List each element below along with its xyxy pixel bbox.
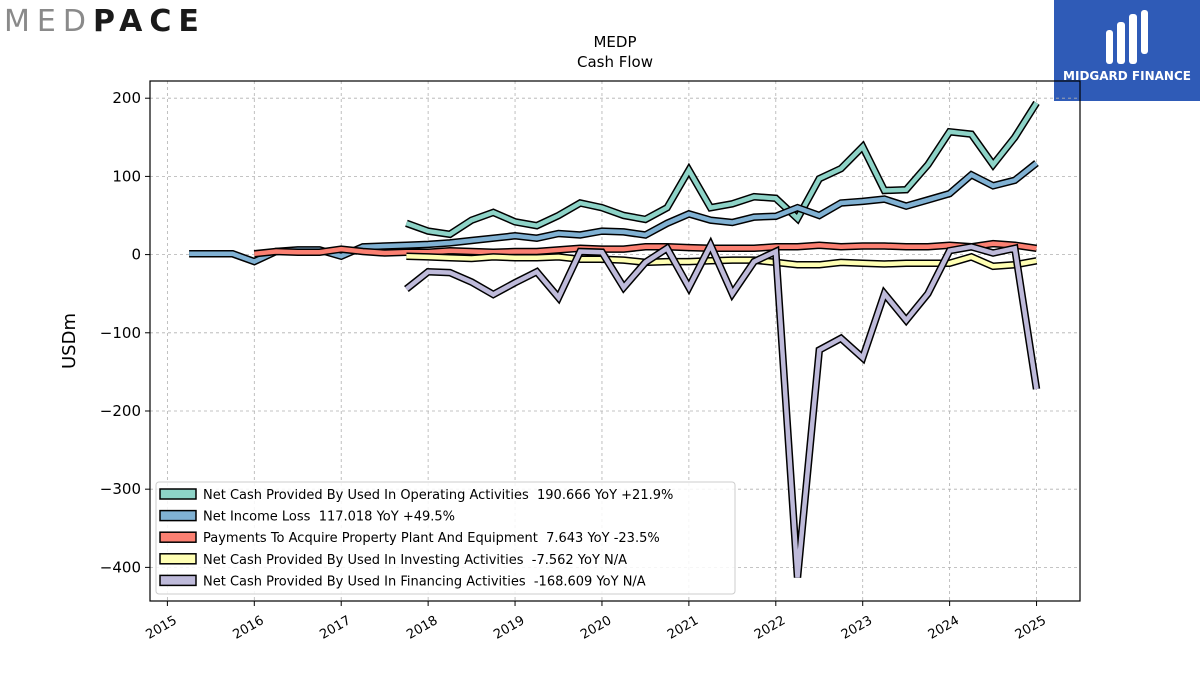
x-tick-label: 2022 xyxy=(752,613,788,643)
midgard-finance-logo: MIDGARD FINANCE xyxy=(1054,0,1200,101)
medpace-logo: MEDPACE xyxy=(4,4,206,39)
x-tick-label: 2018 xyxy=(404,613,440,643)
legend-label: Payments To Acquire Property Plant And E… xyxy=(203,531,660,546)
y-tick-label: 200 xyxy=(112,89,141,107)
y-tick-label: −100 xyxy=(100,324,141,342)
legend-item: Net Cash Provided By Used In Operating A… xyxy=(159,488,673,503)
logo-dark-text: PACE xyxy=(92,4,206,39)
legend-label: Net Cash Provided By Used In Financing A… xyxy=(203,574,646,589)
legend-swatch xyxy=(159,531,197,543)
x-tick-label: 2016 xyxy=(230,613,266,643)
x-tick-label: 2020 xyxy=(578,613,614,643)
chart-title: MEDP xyxy=(593,33,636,51)
legend-swatch xyxy=(159,509,197,522)
series-5 xyxy=(404,236,1041,578)
legend-swatch xyxy=(159,488,197,500)
series-line xyxy=(405,101,1039,237)
y-tick-label: −200 xyxy=(100,402,141,420)
x-tick-label: 2019 xyxy=(491,613,527,643)
legend-item: Net Cash Provided By Used In Financing A… xyxy=(159,574,646,589)
legend-item: Net Income Loss 117.018 YoY +49.5% xyxy=(159,509,455,525)
x-tick-label: 2015 xyxy=(144,613,180,643)
plot-frame xyxy=(149,80,1081,602)
x-tick-label: 2017 xyxy=(317,613,353,643)
series-group xyxy=(189,100,1041,578)
series-line xyxy=(405,240,1039,578)
y-tick-label: −300 xyxy=(100,480,141,498)
legend-label: Net Income Loss 117.018 YoY +49.5% xyxy=(203,510,455,525)
legend-swatch xyxy=(159,574,197,587)
series-line xyxy=(254,241,1037,257)
legend-item: Net Cash Provided By Used In Investing A… xyxy=(159,553,627,568)
x-tick-label: 2025 xyxy=(1013,613,1049,643)
x-tick-label: 2021 xyxy=(665,613,701,643)
y-tick-label: 100 xyxy=(112,167,141,185)
legend: Net Cash Provided By Used In Operating A… xyxy=(155,481,736,595)
series-1 xyxy=(405,100,1040,239)
legend-label: Net Cash Provided By Used In Investing A… xyxy=(203,553,627,568)
x-tick-label: 2024 xyxy=(926,613,962,643)
logo-light-text: MED xyxy=(4,4,93,39)
midgard-brand-text: MIDGARD FINANCE xyxy=(1063,69,1191,83)
series-3 xyxy=(253,239,1038,258)
y-tick-label: −400 xyxy=(100,558,141,576)
legend-swatch xyxy=(159,553,197,565)
y-tick-label: 0 xyxy=(131,246,141,264)
midgard-emblem-icon xyxy=(1106,10,1148,64)
y-axis-label: USDm xyxy=(59,313,80,369)
x-tick-label: 2023 xyxy=(839,613,875,643)
legend-item: Payments To Acquire Property Plant And E… xyxy=(159,531,660,546)
legend-box xyxy=(155,481,736,595)
legend-label: Net Cash Provided By Used In Operating A… xyxy=(203,488,673,503)
chart-subtitle: Cash Flow xyxy=(577,53,653,71)
